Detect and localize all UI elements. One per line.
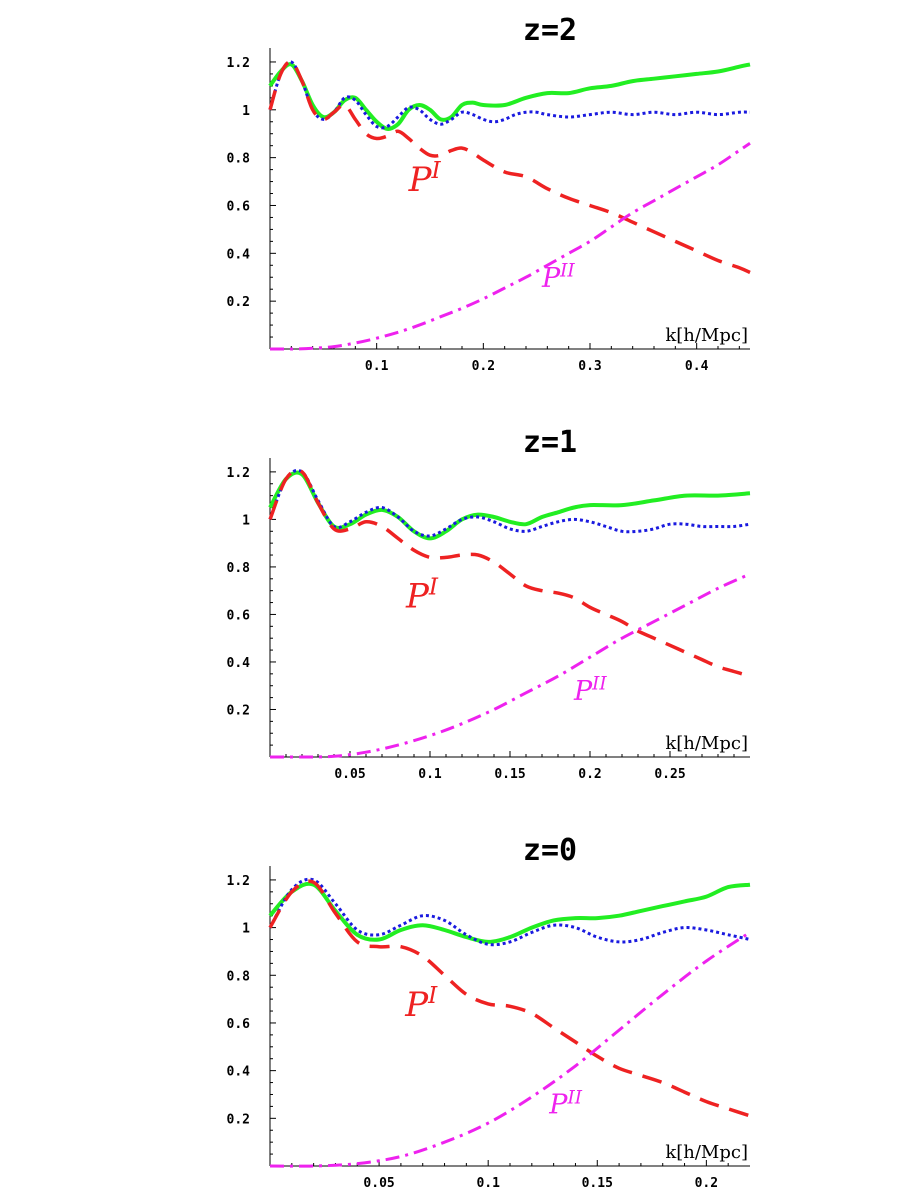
x-axis-label: k[h/Mpc] bbox=[665, 325, 748, 346]
y-tick-label: 0.8 bbox=[227, 969, 251, 984]
series-line-p_one bbox=[268, 60, 751, 275]
x-tick-label: 0.2 bbox=[578, 767, 601, 782]
y-tick-label: 1.2 bbox=[227, 56, 250, 71]
panel-z-0: z=0 0.2 0.4 0.6 0.8 1 1.2 0.05 0.1 0.15 0.2 k[h/Mpc… bbox=[227, 833, 751, 1191]
series-line-linear bbox=[268, 468, 751, 538]
annotation-base: P bbox=[548, 1090, 568, 1121]
y-tick-label: 0.2 bbox=[227, 1112, 250, 1127]
series-line-total bbox=[268, 881, 751, 944]
x-tick-label: 0.2 bbox=[472, 359, 495, 374]
series-line-p_one bbox=[268, 879, 751, 1118]
y-tick-label: 0.2 bbox=[227, 295, 250, 310]
y-tick-label: 1 bbox=[242, 104, 250, 119]
series-annotation: PII bbox=[541, 261, 575, 294]
chart-title: z=0 bbox=[523, 833, 577, 868]
annotation-superscript: I bbox=[427, 983, 438, 1009]
panel-z-1: z=1 0.2 0.4 0.6 0.8 1 1.2 0.05 0.1 0.15 0.2 0.25 k[h… bbox=[227, 425, 751, 782]
x-tick-label: 0.2 bbox=[695, 1176, 718, 1191]
y-tick-label: 0.2 bbox=[227, 703, 250, 718]
y-tick-label: 0.6 bbox=[227, 1017, 251, 1032]
series-annotation: PI bbox=[405, 574, 439, 616]
x-axis-label: k[h/Mpc] bbox=[665, 733, 748, 754]
series-line-p_two bbox=[269, 931, 751, 1168]
chart-title: z=2 bbox=[523, 13, 577, 48]
x-tick-label: 0.25 bbox=[654, 767, 685, 782]
y-tick-label: 0.4 bbox=[227, 247, 251, 262]
series-annotation: PI bbox=[404, 983, 438, 1025]
annotation-base: P bbox=[573, 676, 593, 707]
series-line-p_two bbox=[269, 572, 751, 759]
series-line-p_two bbox=[269, 142, 751, 351]
panel-z-2: z=2 0.2 0.4 0.6 0.8 1 1.2 0.1 0.2 0.3 0.4 k[h/Mpc] P… bbox=[227, 13, 751, 374]
y-tick-label: 0.6 bbox=[227, 199, 251, 214]
chart-title: z=1 bbox=[523, 425, 577, 460]
y-tick-label: 1.2 bbox=[227, 466, 250, 481]
series-annotation: PI bbox=[408, 158, 442, 200]
series-line-linear bbox=[268, 60, 751, 130]
series-line-linear bbox=[268, 877, 751, 947]
y-tick-label: 0.4 bbox=[227, 656, 251, 671]
x-tick-label: 0.1 bbox=[476, 1176, 500, 1191]
series-line-total bbox=[268, 470, 751, 541]
x-tick-label: 0.15 bbox=[582, 1176, 613, 1191]
y-tick-label: 1.2 bbox=[227, 874, 250, 889]
x-tick-label: 0.1 bbox=[365, 359, 389, 374]
annotation-superscript: I bbox=[428, 574, 439, 600]
x-tick-label: 0.05 bbox=[334, 767, 365, 782]
annotation-superscript: II bbox=[566, 1087, 582, 1108]
x-axis-label: k[h/Mpc] bbox=[665, 1142, 748, 1163]
x-tick-label: 0.15 bbox=[494, 767, 525, 782]
series-line-p_one bbox=[268, 468, 751, 678]
y-tick-label: 1 bbox=[242, 922, 250, 937]
y-tick-label: 1 bbox=[242, 513, 250, 528]
x-tick-label: 0.4 bbox=[685, 359, 709, 374]
series-annotation: PII bbox=[573, 674, 607, 707]
annotation-superscript: I bbox=[431, 158, 442, 184]
annotation-base: P bbox=[405, 576, 430, 616]
annotation-superscript: II bbox=[591, 674, 607, 695]
annotation-superscript: II bbox=[559, 261, 575, 282]
series-line-total bbox=[268, 62, 751, 131]
y-tick-label: 0.6 bbox=[227, 608, 251, 623]
y-tick-label: 0.8 bbox=[227, 561, 251, 576]
annotation-base: P bbox=[408, 160, 433, 200]
x-tick-label: 0.05 bbox=[363, 1176, 394, 1191]
annotation-base: P bbox=[404, 985, 429, 1025]
annotation-base: P bbox=[541, 263, 561, 294]
y-tick-label: 0.8 bbox=[227, 152, 251, 167]
x-tick-label: 0.1 bbox=[418, 767, 442, 782]
x-tick-label: 0.3 bbox=[578, 359, 601, 374]
y-tick-label: 0.4 bbox=[227, 1065, 251, 1080]
series-annotation: PII bbox=[548, 1087, 582, 1120]
